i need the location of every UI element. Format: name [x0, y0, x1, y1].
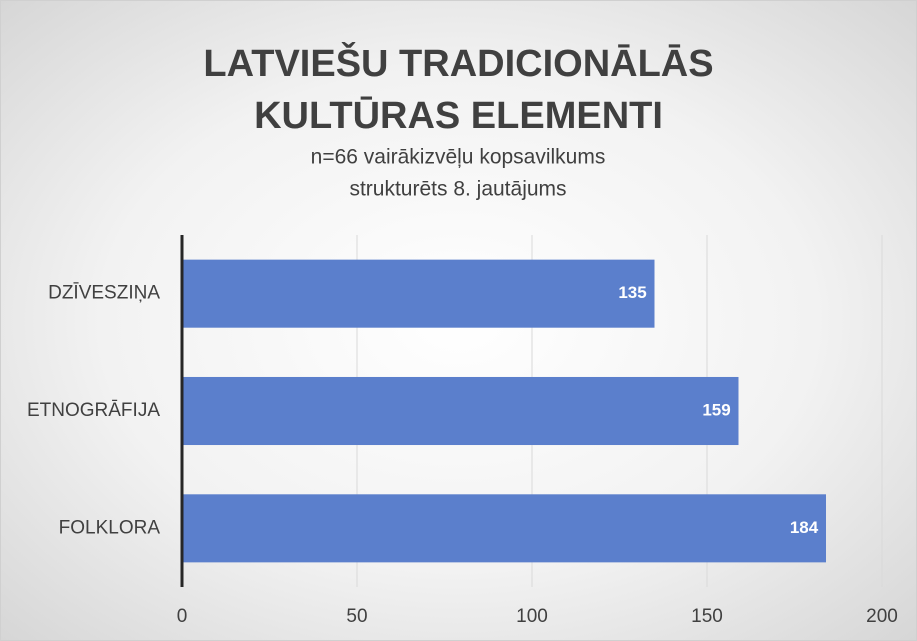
value-label: 135	[618, 283, 646, 302]
y-tick-label: ETNOGRĀFIJA	[27, 400, 160, 421]
x-tick-label: 0	[177, 606, 188, 627]
value-label: 184	[790, 518, 819, 537]
bar	[182, 259, 655, 328]
bar	[182, 376, 739, 446]
bar	[182, 494, 826, 563]
x-tick-label: 200	[866, 606, 898, 627]
value-label: 159	[702, 400, 730, 419]
subtitle: strukturēts 8. jautājums	[349, 178, 566, 201]
x-tick-label: 50	[346, 606, 367, 627]
y-tick-label: FOLKLORA	[59, 517, 161, 538]
x-tick-label: 150	[691, 606, 723, 627]
subtitle: n=66 vairākizvēļu kopsavilkums	[311, 146, 606, 169]
chart-title: LATVIEŠU TRADICIONĀLĀS KULTŪRAS ELEMENTI	[203, 43, 714, 137]
x-tick-label: 100	[516, 606, 548, 627]
y-tick-label: DZĪVESZIŅA	[48, 283, 160, 304]
